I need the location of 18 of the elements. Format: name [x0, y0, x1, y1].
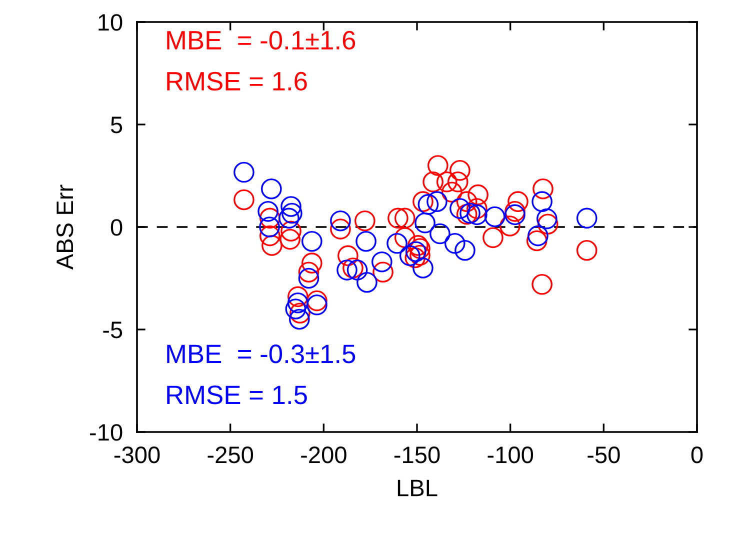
y-tick-label: 5	[110, 116, 122, 134]
annotation: MBE = -0.1±1.6	[167, 30, 356, 50]
x-tick-label: -100	[488, 446, 534, 464]
x-tick-label: -150	[394, 446, 440, 464]
y-axis-title: ABS Err	[56, 184, 74, 270]
x-tick-label: -50	[588, 446, 620, 464]
x-tick-label: 0	[691, 446, 703, 464]
annotation: RMSE = 1.5	[167, 386, 307, 404]
annotation: MBE = -0.3±1.5	[167, 344, 356, 364]
y-tick-label: -10	[90, 424, 122, 441]
y-tick-label: 0	[110, 219, 122, 236]
x-tick-label: -250	[208, 446, 254, 464]
x-tick-label: -300	[114, 446, 160, 464]
y-tick-label: -5	[103, 322, 122, 338]
x-axis-title: LBL	[398, 480, 438, 496]
annotation: RMSE = 1.6	[167, 72, 307, 91]
y-tick-label: 10	[98, 14, 122, 31]
x-tick-label: -200	[301, 446, 346, 464]
